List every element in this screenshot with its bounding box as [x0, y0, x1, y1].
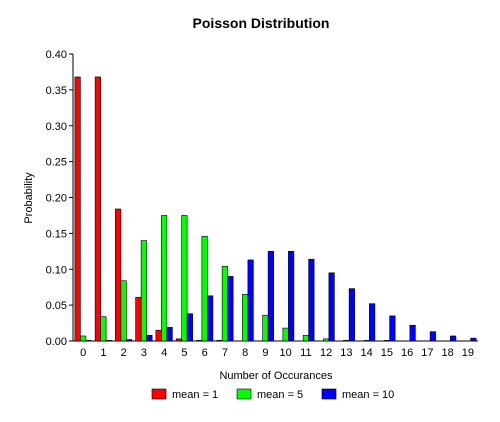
bar-mean-5 — [262, 314, 269, 342]
bar-mean-5 — [120, 280, 127, 342]
bar-mean-1 — [196, 340, 203, 342]
legend-swatch — [321, 388, 337, 400]
bar-mean-10 — [308, 258, 315, 342]
x-tick-label: 10 — [280, 347, 292, 359]
legend-swatch — [151, 388, 167, 400]
bar-mean-10 — [429, 331, 436, 342]
y-tick-label: 0.30 — [46, 121, 67, 133]
bar-mean-1 — [216, 340, 223, 342]
bar-mean-10 — [186, 313, 193, 342]
y-axis-label: Probability — [23, 172, 35, 224]
x-tick-label: 1 — [100, 347, 106, 359]
bar-mean-10 — [126, 339, 133, 342]
bar-mean-10 — [389, 315, 396, 342]
bar-mean-10 — [146, 334, 153, 342]
bar-mean-10 — [166, 327, 173, 342]
bar-mean-10 — [369, 303, 376, 342]
x-tick-label: 7 — [222, 347, 228, 359]
legend-label: mean = 1 — [172, 389, 218, 401]
bar-mean-1 — [74, 76, 81, 342]
bar-mean-10 — [247, 259, 254, 342]
bar-mean-1 — [155, 329, 162, 342]
bar-mean-10 — [409, 324, 416, 342]
x-tick-label: 6 — [202, 347, 208, 359]
x-tick-label: 5 — [181, 347, 187, 359]
y-tick-label: 0.00 — [46, 336, 67, 348]
bar-mean-5 — [383, 340, 390, 342]
bar-mean-10 — [267, 251, 274, 342]
bar-mean-1 — [175, 338, 182, 342]
bar-mean-5 — [161, 215, 168, 342]
y-tick-label: 0.40 — [46, 49, 67, 61]
bar-mean-10 — [227, 276, 234, 342]
legend: mean = 1 mean = 5 mean = 10 — [151, 388, 394, 401]
chart-title: Poisson Distribution — [193, 15, 330, 31]
plot-area: 0.000.050.100.150.200.250.300.350.400 1 2 3… — [46, 49, 478, 359]
legend-label: mean = 5 — [257, 389, 303, 401]
x-tick-label: 18 — [442, 347, 454, 359]
x-tick-label: 12 — [320, 347, 332, 359]
bar-mean-1 — [115, 208, 122, 342]
y-tick-label: 0.10 — [46, 264, 67, 276]
x-tick-label: 11 — [300, 347, 311, 359]
x-tick-label: 17 — [421, 347, 433, 359]
y-tick-label: 0.15 — [46, 228, 67, 240]
bar-mean-5 — [181, 215, 188, 342]
y-tick-label: 0.20 — [46, 193, 67, 205]
x-tick-label: 13 — [340, 347, 352, 359]
bar-mean-5 — [363, 340, 370, 342]
bar-mean-5 — [100, 316, 107, 342]
bar-mean-10 — [105, 340, 112, 342]
bar-mean-1 — [135, 296, 142, 342]
x-tick-label: 3 — [141, 347, 147, 359]
bar-mean-5 — [282, 327, 289, 342]
bar-mean-5 — [343, 339, 350, 342]
legend-swatch — [236, 388, 252, 400]
bar-mean-5 — [302, 334, 309, 342]
y-tick-label: 0.05 — [46, 300, 67, 312]
bar-mean-5 — [323, 338, 330, 342]
bar-mean-10 — [328, 272, 335, 342]
y-tick-label: 0.25 — [46, 157, 67, 169]
bar-mean-10 — [207, 295, 214, 342]
x-tick-label: 16 — [401, 347, 413, 359]
bar-mean-5 — [201, 235, 208, 342]
x-tick-label: 15 — [381, 347, 393, 359]
legend-label: mean = 10 — [342, 389, 394, 401]
x-tick-label: 0 — [80, 347, 86, 359]
bar-mean-5 — [242, 294, 249, 342]
bar-mean-10 — [450, 335, 457, 342]
bar-mean-5 — [80, 335, 87, 342]
bar-mean-10 — [348, 288, 355, 342]
bar-mean-10 — [288, 251, 295, 342]
x-tick-label: 4 — [161, 347, 167, 359]
x-tick-label: 8 — [242, 347, 248, 359]
x-tick-label: 14 — [361, 347, 373, 359]
bar-mean-5 — [221, 266, 228, 342]
bar-mean-10 — [470, 337, 477, 342]
x-axis-label: Number of Occurances — [219, 370, 333, 382]
x-tick-label: 9 — [262, 347, 268, 359]
x-tick-label: 2 — [121, 347, 127, 359]
bar-mean-1 — [94, 76, 101, 342]
x-tick-label: 19 — [462, 347, 474, 359]
bar-mean-5 — [140, 240, 147, 342]
y-tick-label: 0.35 — [46, 85, 67, 97]
bar-mean-10 — [85, 340, 92, 342]
